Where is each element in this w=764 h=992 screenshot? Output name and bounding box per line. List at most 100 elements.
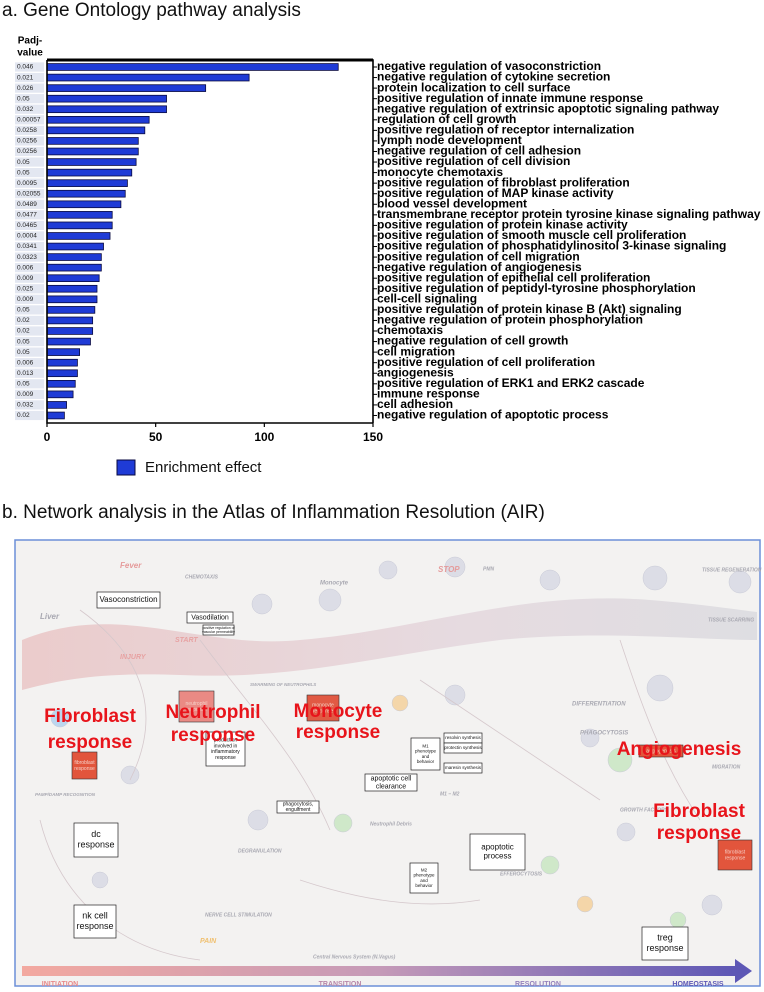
process-box-label: behavior xyxy=(415,883,433,888)
process-box-label: treg xyxy=(657,933,673,943)
padj-value: 0.009 xyxy=(17,391,34,398)
x-tick-label: 50 xyxy=(149,430,163,444)
highlight-label: response xyxy=(296,722,380,743)
category-label: positive regulation of protein kinase ac… xyxy=(377,218,628,232)
process-box-label: protectin synthesis xyxy=(444,745,482,750)
highlight-box-label: response xyxy=(186,707,207,713)
process-box-label: vascular permeability xyxy=(202,630,235,634)
padj-value: 0.032 xyxy=(17,402,34,409)
padj-cell xyxy=(15,157,44,167)
padj-value: 0.0004 xyxy=(17,233,37,240)
process-box-label: nk cell xyxy=(82,911,108,921)
process-box-label: phenotype xyxy=(415,749,437,754)
process-box-label: positive regulation of xyxy=(202,626,234,630)
bar xyxy=(46,379,76,388)
padj-value: 0.05 xyxy=(17,95,30,102)
padj-cell xyxy=(15,146,44,157)
padj-value: 0.009 xyxy=(17,296,34,303)
process-box-label: dc xyxy=(91,829,101,839)
stage-label: HOMEOSTASIS xyxy=(672,981,724,988)
bar xyxy=(46,63,339,71)
padj-value: 0.021 xyxy=(17,74,34,81)
category-label: protein localization to cell surface xyxy=(377,80,571,94)
process-box xyxy=(443,742,483,754)
category-label: positive regulation of protein kinase B … xyxy=(377,302,682,316)
highlight-box-label: fibroblast xyxy=(725,849,746,855)
highlight-box-label: neutrophil xyxy=(186,701,208,707)
process-box-label: apoptotic cell xyxy=(371,775,412,782)
bar xyxy=(46,211,113,219)
process-box-label: Vasoconstriction xyxy=(99,595,157,604)
bar xyxy=(46,348,80,356)
stage-arrowhead xyxy=(735,959,752,983)
category-label: cell migration xyxy=(377,344,455,358)
process-box-label: apoptotic xyxy=(481,843,513,852)
category-label: cell adhesion xyxy=(377,397,453,411)
process-box xyxy=(364,773,418,792)
category-label: negative regulation of vasoconstriction xyxy=(377,59,601,73)
process-box-label: behavior xyxy=(417,759,435,764)
process-box xyxy=(469,833,526,871)
background-label: Fever xyxy=(120,561,142,570)
background-label: Central Nervous System (N.Vagus) xyxy=(313,954,396,960)
process-box-label: and xyxy=(422,754,430,759)
padj-value: 0.0095 xyxy=(17,180,37,187)
category-label: negative regulation of extrinsic apoptot… xyxy=(377,101,719,115)
category-label: regulation of cell growth xyxy=(377,112,516,126)
category-label: lymph node development xyxy=(377,133,522,147)
category-label: positive regulation of cell division xyxy=(377,154,570,168)
category-label: positive regulation of peptidyl-tyrosine… xyxy=(377,281,696,295)
padj-cell xyxy=(15,210,44,220)
bar xyxy=(46,126,146,135)
bar xyxy=(46,147,139,156)
padj-cell xyxy=(15,241,44,252)
bar xyxy=(46,274,100,282)
process-box xyxy=(205,731,246,767)
background-label: PAIN xyxy=(200,938,217,945)
legend-swatch xyxy=(116,459,136,476)
highlight-box xyxy=(717,839,753,871)
background-label: GROWTH FACTORS xyxy=(620,807,669,813)
background-label: INJURY xyxy=(120,654,147,661)
padj-value: 0.0323 xyxy=(17,254,37,261)
process-box xyxy=(202,624,235,636)
bar xyxy=(46,306,96,314)
background-label: M1 – M2 xyxy=(440,791,460,797)
highlight-box-label: monocyte xyxy=(312,702,334,708)
highlight-label: Fibroblast xyxy=(653,801,746,822)
padj-cell xyxy=(15,94,44,104)
process-box-label: production xyxy=(214,738,238,744)
padj-cell xyxy=(15,379,44,389)
padj-value: 0.046 xyxy=(17,64,34,71)
stage-label: RESOLUTION xyxy=(515,981,561,988)
bar xyxy=(46,137,139,145)
padj-value: 0.0477 xyxy=(17,212,37,219)
padj-cell xyxy=(15,400,44,410)
bar xyxy=(46,73,250,82)
bar xyxy=(46,358,78,367)
background-label: PMN xyxy=(483,566,495,572)
category-label: positive regulation of phosphatidylinosi… xyxy=(377,239,726,253)
background-label: TISSUE REGENERATION xyxy=(702,567,762,573)
background-label: Neutrophil Debris xyxy=(370,821,412,827)
highlight-label: Monocyte xyxy=(294,701,383,722)
stage-label: TRANSITION xyxy=(319,981,362,988)
padj-cell xyxy=(15,62,44,72)
highlight-box xyxy=(638,744,684,758)
background-label: STOP xyxy=(438,565,460,574)
stage-bar xyxy=(22,966,737,976)
process-box-label: clearance xyxy=(376,783,406,790)
process-box-label: process xyxy=(483,852,511,861)
padj-cell xyxy=(15,326,44,336)
background-label: NERVE CELL STIMULATION xyxy=(205,912,272,918)
padj-value: 0.0465 xyxy=(17,222,37,229)
padj-cell xyxy=(15,83,44,93)
x-tick-label: 100 xyxy=(254,430,274,444)
highlight-box-label: response xyxy=(725,855,746,861)
category-label: negative regulation of apoptotic process xyxy=(377,408,609,422)
background-label: Monocyte xyxy=(320,581,349,587)
padj-cell xyxy=(15,263,44,273)
process-box-label: response xyxy=(77,840,114,850)
padj-cell xyxy=(15,231,44,241)
bar xyxy=(46,94,167,103)
